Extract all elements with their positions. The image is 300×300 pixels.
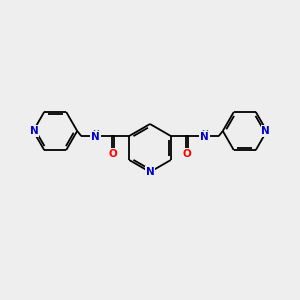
Text: H: H <box>201 130 208 139</box>
Text: N: N <box>91 132 100 142</box>
Text: N: N <box>30 126 39 136</box>
Text: N: N <box>146 167 154 177</box>
Text: O: O <box>108 149 117 159</box>
Text: O: O <box>183 149 192 159</box>
Text: N: N <box>200 132 209 142</box>
Text: H: H <box>92 130 99 139</box>
Text: N: N <box>261 126 270 136</box>
